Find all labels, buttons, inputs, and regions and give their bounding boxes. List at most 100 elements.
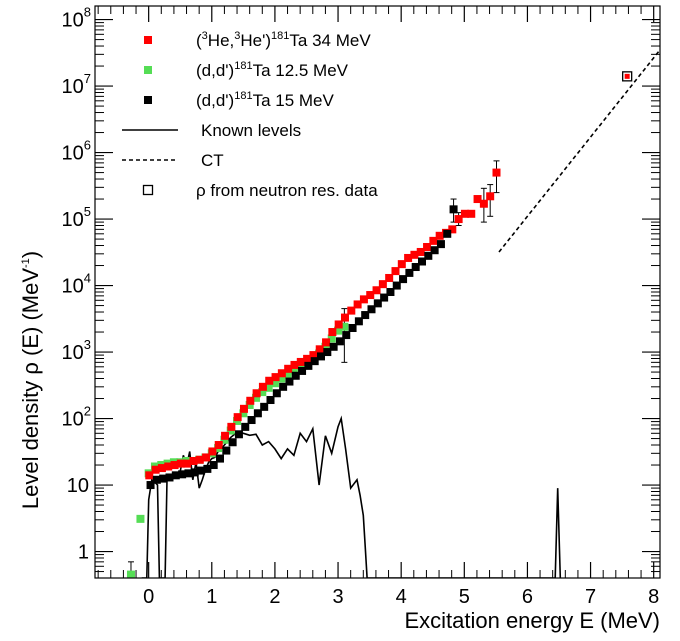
y-tick-label-base: 10 <box>62 76 84 98</box>
y-tick-label-exp: 7 <box>84 71 91 86</box>
he3-34mev-point <box>391 267 400 276</box>
he3-34mev-point <box>208 447 217 456</box>
he3-34mev-point <box>340 313 349 322</box>
dd-12.5mev-point <box>136 514 145 523</box>
legend-label-part: Ta 15 MeV <box>253 91 335 110</box>
he3-34mev-point <box>448 225 457 234</box>
dd-15mev-point <box>146 481 155 490</box>
dd-15mev-point <box>159 474 168 483</box>
y-tick-label-base: 10 <box>62 10 84 32</box>
dd-15mev-point <box>310 357 319 366</box>
legend-label-part: (d,d') <box>196 91 234 110</box>
dd-15mev-point <box>285 377 294 386</box>
y-tick-label-exp: 6 <box>84 138 91 153</box>
x-tick-label: 0 <box>143 586 154 608</box>
y-tick-label-base: 10 <box>62 209 84 231</box>
he3-34mev-point <box>309 351 318 360</box>
legend-label-part: Known levels <box>201 121 301 140</box>
known-levels-line <box>141 415 562 578</box>
dd-15mev-point <box>190 468 199 477</box>
ct-line <box>498 49 660 253</box>
he3-34mev-point <box>315 345 324 354</box>
dd-15mev-point <box>209 461 218 470</box>
x-tick-label: 5 <box>459 586 470 608</box>
dd-15mev-point <box>171 471 180 480</box>
dd-15mev-point <box>279 382 288 391</box>
dd-15mev-point <box>411 263 420 272</box>
y-tick-label: 103 <box>62 337 91 364</box>
legend-label-part: Ta 34 MeV <box>289 31 371 50</box>
dd-15mev-point <box>386 288 395 296</box>
y-tick-label-base: 10 <box>62 143 84 165</box>
y-tick-label: 102 <box>62 404 91 431</box>
dd-15mev-point <box>329 342 338 351</box>
he3-34mev-point <box>486 192 495 201</box>
he3-34mev-point <box>303 354 312 363</box>
he3-34mev-point <box>183 459 192 468</box>
dd-12.5mev-point <box>327 334 336 343</box>
y-tick-label-base: 1 <box>78 542 89 564</box>
dd-15mev-point <box>298 366 307 375</box>
x-axis-label: Excitation energy E (MeV) <box>404 608 660 633</box>
dd-12.5mev-point <box>270 379 279 388</box>
dd-12.5mev-point <box>340 322 349 331</box>
he3-34mev-point <box>176 459 185 468</box>
y-axis-label-sup: -1 <box>20 258 32 268</box>
plot-area <box>126 49 660 578</box>
he3-34mev-point <box>347 306 356 315</box>
y-tick-label: 108 <box>62 5 91 32</box>
he3-34mev-point <box>435 231 444 240</box>
y-tick-label-base: 10 <box>67 475 89 497</box>
he3-34mev-point <box>239 404 248 413</box>
he3-34mev-point <box>214 441 223 450</box>
he3-34mev-point <box>322 338 331 347</box>
he3-34mev-point <box>227 422 236 431</box>
legend-label-part: (d,d') <box>196 61 234 80</box>
dd-12.5mev-point <box>245 400 254 409</box>
he3-34mev-point <box>233 413 242 422</box>
y-tick-label-base: 10 <box>62 409 84 431</box>
he3-34mev-point <box>479 199 488 208</box>
he3-34mev-point <box>467 209 476 218</box>
dd-15mev-point <box>405 268 414 277</box>
y-tick-label-exp: 2 <box>84 404 91 419</box>
legend-label-part: ( <box>196 31 202 50</box>
he3-34mev-point <box>195 455 204 464</box>
dd-15mev-point <box>152 475 161 484</box>
legend-label-part: 3 <box>234 30 240 42</box>
plot-clipped <box>126 49 660 578</box>
he3-34mev-point <box>429 236 438 245</box>
he3-34mev-point <box>252 389 261 398</box>
he3-34mev-point <box>454 215 463 224</box>
he3-34mev-point <box>372 286 381 295</box>
legend-marker-open <box>142 184 154 196</box>
dd-15mev-point <box>222 446 231 455</box>
y-tick-label: 10 <box>67 475 89 497</box>
dd-12.5mev-point <box>258 388 267 397</box>
dd-12.5mev-point <box>239 409 248 418</box>
dd-15mev-point <box>436 240 445 249</box>
dd-15mev-point <box>184 469 193 478</box>
dd-15mev-point <box>197 466 206 475</box>
he3-34mev-point <box>423 243 432 252</box>
x-tick-label: 7 <box>585 586 596 608</box>
he3-34mev-point <box>164 462 173 471</box>
legend-label-part: CT <box>201 151 224 170</box>
dd-15mev-point <box>304 361 313 370</box>
y-tick-label-exp: 5 <box>84 204 91 219</box>
dd-15mev-point <box>418 257 427 266</box>
dd-15mev-point <box>291 371 300 380</box>
he3-34mev-point <box>492 168 501 177</box>
dd-15mev-point <box>178 470 187 479</box>
legend-label-part: He') <box>240 31 271 50</box>
dd-15mev-point <box>260 402 269 411</box>
he3-34mev-point <box>416 247 425 256</box>
y-axis-label-end: ) <box>18 251 43 258</box>
dd-15mev-point <box>373 299 382 308</box>
he3-34mev-point <box>170 461 179 470</box>
he3-34mev-point <box>157 464 166 473</box>
dd-15mev-point <box>165 473 174 482</box>
he3-34mev-point <box>410 250 419 259</box>
dd-15mev-point <box>241 422 250 431</box>
